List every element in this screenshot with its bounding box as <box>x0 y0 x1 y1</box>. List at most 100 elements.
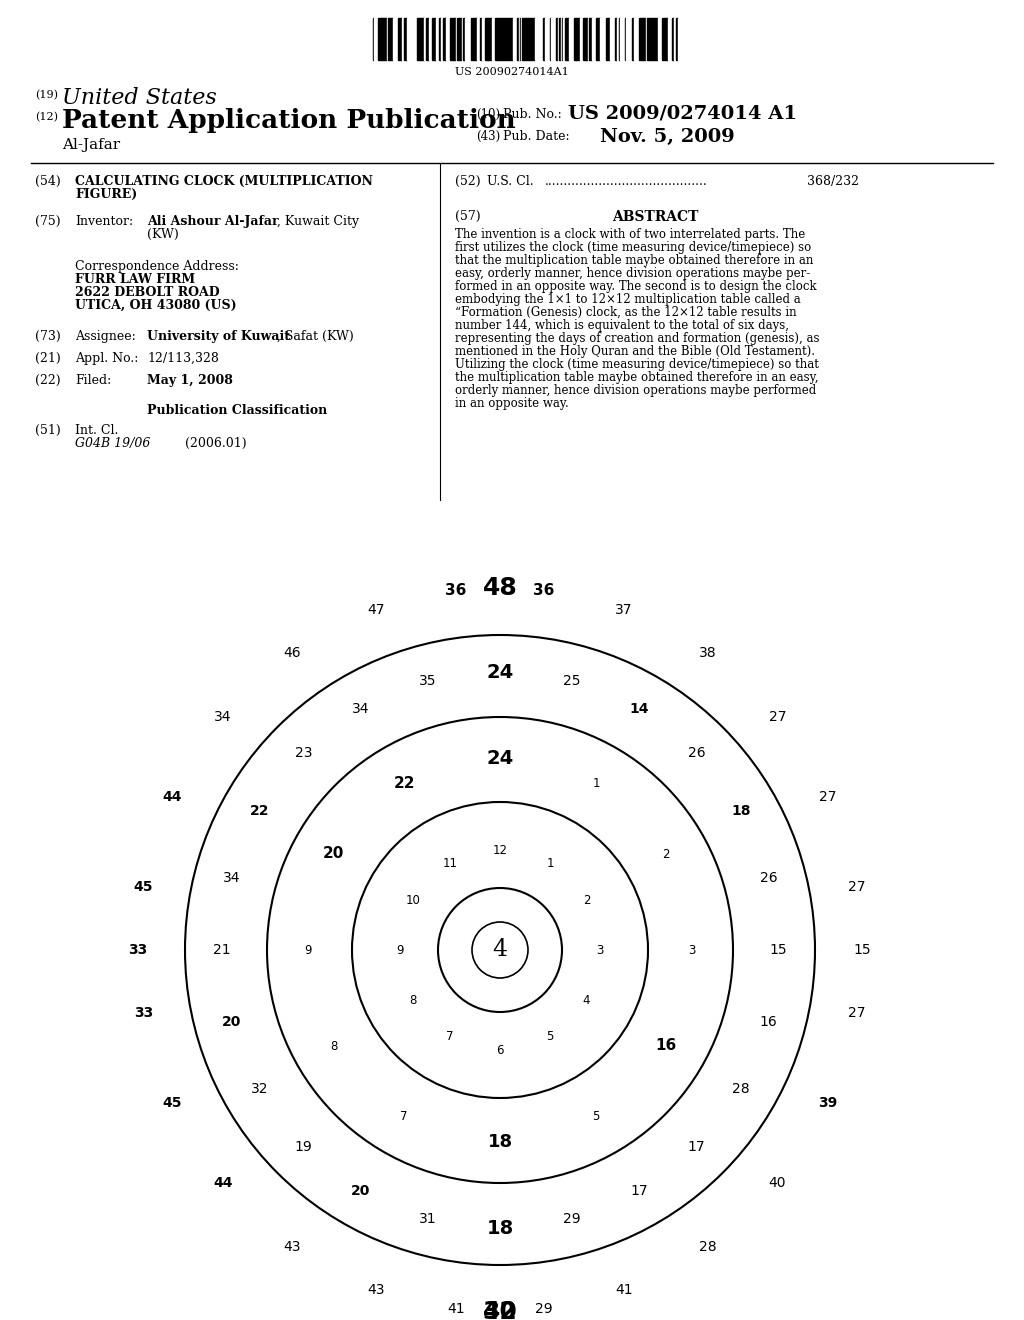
Text: 36: 36 <box>445 583 467 598</box>
Bar <box>465 18 469 59</box>
Bar <box>436 18 439 59</box>
Text: G04B 19/06: G04B 19/06 <box>75 437 151 450</box>
Text: Patent Application Publication: Patent Application Publication <box>62 108 516 133</box>
Bar <box>551 18 553 59</box>
Text: (12): (12) <box>35 112 58 123</box>
Bar <box>611 18 615 59</box>
Text: (51): (51) <box>35 424 60 437</box>
Text: , Safat (KW): , Safat (KW) <box>278 330 353 343</box>
Text: 40: 40 <box>769 1176 786 1189</box>
Text: 4: 4 <box>583 994 591 1006</box>
Text: Inventor:: Inventor: <box>75 215 133 228</box>
Text: 7: 7 <box>400 1110 408 1123</box>
Text: University of Kuwait: University of Kuwait <box>147 330 290 343</box>
Text: 26: 26 <box>688 746 706 760</box>
Text: 29: 29 <box>563 1212 581 1225</box>
Bar <box>540 18 543 59</box>
Text: 4: 4 <box>493 939 508 961</box>
Text: 2: 2 <box>583 894 591 907</box>
Text: UTICA, OH 43080 (US): UTICA, OH 43080 (US) <box>75 300 237 312</box>
Text: 8: 8 <box>410 994 417 1006</box>
Bar <box>652 18 655 59</box>
Text: 22: 22 <box>393 776 415 791</box>
Text: 39: 39 <box>818 1096 838 1110</box>
Text: number 144, which is equivalent to the total of six days,: number 144, which is equivalent to the t… <box>455 319 790 333</box>
Bar <box>420 18 423 59</box>
Text: 8: 8 <box>330 1040 338 1052</box>
Bar <box>575 18 580 59</box>
Text: 45: 45 <box>162 1096 181 1110</box>
Text: FIGURE): FIGURE) <box>75 187 137 201</box>
Bar <box>563 18 565 59</box>
Bar <box>488 18 492 59</box>
Bar <box>643 18 645 59</box>
Text: 24: 24 <box>486 663 514 681</box>
Text: 46: 46 <box>284 647 301 660</box>
Text: mentioned in the Holy Quran and the Bible (Old Testament).: mentioned in the Holy Quran and the Bibl… <box>455 345 815 358</box>
Text: 10: 10 <box>406 894 421 907</box>
Bar <box>590 18 592 59</box>
Text: Nov. 5, 2009: Nov. 5, 2009 <box>600 128 735 147</box>
Bar <box>615 18 617 59</box>
Text: 27: 27 <box>769 710 786 725</box>
Text: 26: 26 <box>760 871 777 884</box>
Text: 9: 9 <box>396 944 403 957</box>
Text: representing the days of creation and formation (genesis), as: representing the days of creation and fo… <box>455 333 819 345</box>
Text: Assignee:: Assignee: <box>75 330 136 343</box>
Bar <box>509 18 513 59</box>
Text: 44: 44 <box>162 789 181 804</box>
Bar <box>617 18 618 59</box>
Text: 9: 9 <box>304 944 311 957</box>
Text: 18: 18 <box>731 804 751 818</box>
Bar <box>676 18 678 59</box>
Bar <box>634 18 637 59</box>
Text: in an opposite way.: in an opposite way. <box>455 397 568 411</box>
Text: (57): (57) <box>455 210 480 223</box>
Text: 2: 2 <box>663 847 670 861</box>
Text: (73): (73) <box>35 330 60 343</box>
Text: 368/232: 368/232 <box>807 176 859 187</box>
Text: 28: 28 <box>698 1239 717 1254</box>
Bar <box>596 18 600 59</box>
Text: FURR LAW FIRM: FURR LAW FIRM <box>75 273 196 286</box>
Text: 34: 34 <box>352 702 370 717</box>
Bar <box>565 18 567 59</box>
Text: 35: 35 <box>419 675 437 689</box>
Text: (52): (52) <box>455 176 480 187</box>
Bar <box>664 18 667 59</box>
Bar <box>572 18 574 59</box>
Bar <box>669 18 672 59</box>
Text: 16: 16 <box>655 1039 677 1053</box>
Text: “Formation (Genesis) clock, as the 12×12 table results in: “Formation (Genesis) clock, as the 12×12… <box>455 306 797 319</box>
Text: (21): (21) <box>35 352 60 366</box>
Bar <box>607 18 610 59</box>
Bar <box>535 18 539 59</box>
Bar <box>469 18 471 59</box>
Text: ABSTRACT: ABSTRACT <box>611 210 698 224</box>
Bar <box>662 18 664 59</box>
Bar <box>592 18 596 59</box>
Text: Utilizing the clock (time measuring device/timepiece) so that: Utilizing the clock (time measuring devi… <box>455 358 819 371</box>
Bar <box>443 18 446 59</box>
Bar <box>450 18 453 59</box>
Text: 18: 18 <box>486 1218 514 1238</box>
Text: 23: 23 <box>295 746 312 760</box>
Text: Filed:: Filed: <box>75 374 112 387</box>
Text: 41: 41 <box>447 1303 465 1316</box>
Text: the multiplication table maybe obtained therefore in an easy,: the multiplication table maybe obtained … <box>455 371 818 384</box>
Bar <box>660 18 662 59</box>
Bar <box>495 18 499 59</box>
Text: (19): (19) <box>35 90 58 100</box>
Bar <box>553 18 556 59</box>
Text: embodying the 1×1 to 12×12 multiplication table called a: embodying the 1×1 to 12×12 multiplicatio… <box>455 293 801 306</box>
Bar <box>543 18 545 59</box>
Text: Appl. No.:: Appl. No.: <box>75 352 138 366</box>
Text: 17: 17 <box>630 1184 648 1197</box>
Text: (75): (75) <box>35 215 60 228</box>
Text: Pub. Date:: Pub. Date: <box>503 129 569 143</box>
Bar <box>371 18 373 59</box>
Text: that the multiplication table maybe obtained therefore in an: that the multiplication table maybe obta… <box>455 253 813 267</box>
Bar <box>411 18 415 59</box>
Text: 41: 41 <box>615 1283 633 1298</box>
Text: 20: 20 <box>222 1015 242 1030</box>
